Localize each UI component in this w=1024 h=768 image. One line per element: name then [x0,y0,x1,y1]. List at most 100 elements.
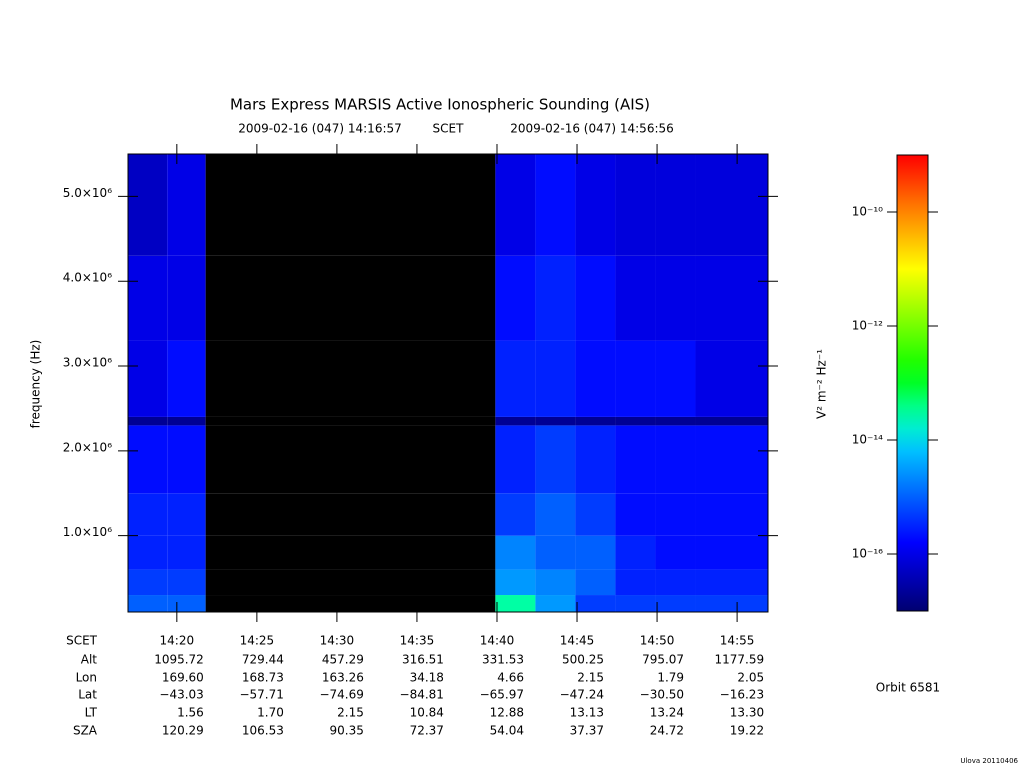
heatmap-cell [495,535,536,570]
heatmap-cell [575,154,616,256]
heatmap-cell [695,493,736,536]
ephemeris-value: 24.72 [650,724,684,738]
heatmap-cell [735,595,768,612]
y-tick-label: 4.0×10⁶ [63,271,112,285]
heatmap-cell [695,425,736,494]
credit: Ulova 20110406 [960,757,1018,765]
ephemeris-value: 168.73 [242,671,284,685]
heatmap-cell [615,340,656,417]
heatmap-cell [128,340,168,417]
ephemeris-value: 1095.72 [154,653,204,667]
heatmap-cell [495,255,536,341]
heatmap-cell [205,569,496,596]
ephemeris-value: 1.56 [177,706,204,720]
heatmap-cell [167,425,206,494]
ephemeris-value: 795.07 [642,653,684,667]
x-tick-label: 14:30 [320,634,355,648]
heatmap-cell [495,595,536,612]
heatmap-cell [615,416,656,426]
heatmap-cell [615,154,656,256]
ephemeris-value: 4.66 [497,671,524,685]
heatmap-cell [128,595,168,612]
y-axis-label: frequency (Hz) [29,340,43,429]
ephemeris-label: Lat [78,688,97,702]
y-tick-label: 3.0×10⁶ [63,356,112,370]
heatmap-cell [535,493,576,536]
heatmap-cell [615,255,656,341]
heatmap-cell [205,493,496,536]
heatmap-cell [205,340,496,417]
ephemeris-value: 13.24 [650,706,684,720]
ephemeris-value: 34.18 [410,671,444,685]
heatmap-cell [128,416,168,426]
subtitle-mid: SCET [433,122,465,136]
colorbar-tick-label: 10⁻¹⁶ [852,547,883,561]
heatmap-cell [205,416,496,426]
heatmap-cell [128,493,168,536]
heatmap-cell [167,569,206,596]
ephemeris-value: 37.37 [570,724,604,738]
ephemeris-value: −65.97 [480,688,524,702]
heatmap-cell [128,154,168,256]
subtitle-start: 2009-02-16 (047) 14:16:57 [238,122,402,136]
ephemeris-value: −57.71 [239,688,283,702]
y-tick-label: 2.0×10⁶ [63,440,112,454]
colorbar-tick-label: 10⁻¹⁴ [852,433,883,447]
x-tick-label: 14:25 [240,634,275,648]
heatmap-cell [575,416,616,426]
colorbar-tick-label: 10⁻¹² [852,319,883,333]
heatmap-cell [128,255,168,341]
ephemeris-label: Lon [76,671,97,685]
heatmap-cell [205,535,496,570]
heatmap-cell [128,569,168,596]
orbit: Orbit 6581 [876,681,940,695]
ephemeris-value: 169.60 [162,671,204,685]
heatmap-cell [535,535,576,570]
heatmap-cell [128,425,168,494]
y-tick-label: 5.0×10⁶ [63,186,112,200]
x-axis-label: SCET [66,634,98,648]
ephemeris-value: −74.69 [319,688,363,702]
heatmap-cell [535,425,576,494]
heatmap-cell [615,535,656,570]
heatmap-cell [575,535,616,570]
heatmap-cell [615,595,656,612]
ephemeris-value: 2.05 [737,671,764,685]
heatmap-cell [655,255,696,341]
ephemeris-value: 19.22 [730,724,764,738]
ephemeris-value: 729.44 [242,653,284,667]
ephemeris-value: 1177.59 [714,653,764,667]
ephemeris-value: 106.53 [242,724,284,738]
y-tick-label: 1.0×10⁶ [63,525,112,539]
ephemeris-value: 2.15 [577,671,604,685]
heatmap-cell [735,255,768,341]
heatmap-cell [495,569,536,596]
heatmap-cell [695,416,736,426]
x-tick-label: 14:35 [400,634,435,648]
x-tick-label: 14:40 [480,634,515,648]
heatmap-cell [167,255,206,341]
heatmap-cell [535,255,576,341]
ephemeris-value: −43.03 [159,688,203,702]
ephemeris-value: 12.88 [490,706,524,720]
ephemeris-value: 457.29 [322,653,364,667]
heatmap-cell [655,154,696,256]
ephemeris-value: 10.84 [410,706,444,720]
ephemeris-value: 13.13 [570,706,604,720]
heatmap-cell [735,340,768,417]
colorbar [896,154,929,612]
heatmap-cell [735,535,768,570]
heatmap-cell [575,595,616,612]
ephemeris-value: 1.79 [657,671,684,685]
heatmap-cell [655,493,696,536]
heatmap-cell [735,416,768,426]
heatmap-cell [655,425,696,494]
heatmap-cell [575,425,616,494]
ephemeris-label: LT [85,706,98,720]
heatmap-cell [495,154,536,256]
heatmap-cell [735,569,768,596]
heatmap-cell [615,493,656,536]
ephemeris-value: −47.24 [560,688,604,702]
subtitle-end: 2009-02-16 (047) 14:56:56 [510,122,674,136]
heatmap-cell [615,569,656,596]
